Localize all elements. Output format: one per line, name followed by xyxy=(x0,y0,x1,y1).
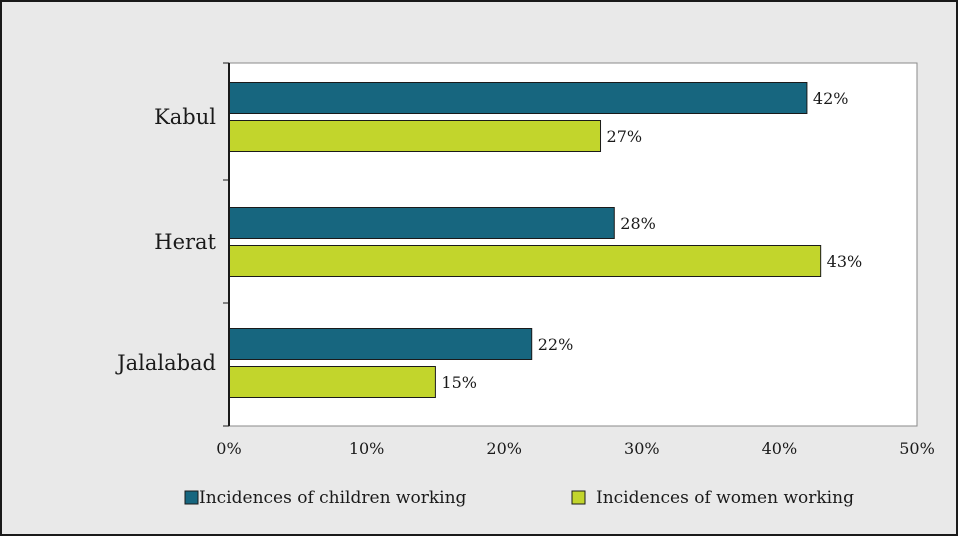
bar-jalalabad-women xyxy=(228,366,436,398)
bar-herat-women xyxy=(228,245,822,277)
value-label-jalalabad-women: 15% xyxy=(441,373,477,392)
bar-kabul-women xyxy=(228,120,602,152)
legend-label-children: Incidences of children working xyxy=(199,488,467,508)
value-label-jalalabad-children: 22% xyxy=(538,335,574,354)
x-tick-label: 30% xyxy=(624,439,660,458)
value-label-kabul-women: 27% xyxy=(607,127,643,146)
x-tick-label: 10% xyxy=(349,439,385,458)
category-label-kabul: Kabul xyxy=(154,105,216,129)
category-label-herat: Herat xyxy=(154,230,216,254)
value-labels: 42% 27% 28% 43% 22% 15% xyxy=(441,89,862,392)
x-tick-label: 20% xyxy=(486,439,522,458)
bars-layer xyxy=(228,82,822,398)
value-label-herat-women: 43% xyxy=(827,252,863,271)
legend-swatch-women xyxy=(571,490,586,505)
legend-swatch-children xyxy=(184,490,199,505)
x-tick-label: 50% xyxy=(899,439,935,458)
bar-kabul-children xyxy=(228,82,808,114)
bar-jalalabad-children xyxy=(228,328,533,360)
x-tick-label: 40% xyxy=(762,439,798,458)
category-label-jalalabad: Jalalabad xyxy=(115,351,216,375)
legend: Incidences of children working Incidences… xyxy=(184,488,854,508)
x-tick-label: 0% xyxy=(216,439,241,458)
value-label-kabul-children: 42% xyxy=(813,89,849,108)
bar-herat-children xyxy=(228,207,615,239)
value-label-herat-children: 28% xyxy=(620,214,656,233)
axis-layer xyxy=(223,62,230,427)
x-tick-labels: 0% 10% 20% 30% 40% 50% xyxy=(216,439,934,458)
legend-label-women: Incidences of women working xyxy=(596,488,854,508)
category-labels: Kabul Herat Jalalabad xyxy=(115,105,216,375)
